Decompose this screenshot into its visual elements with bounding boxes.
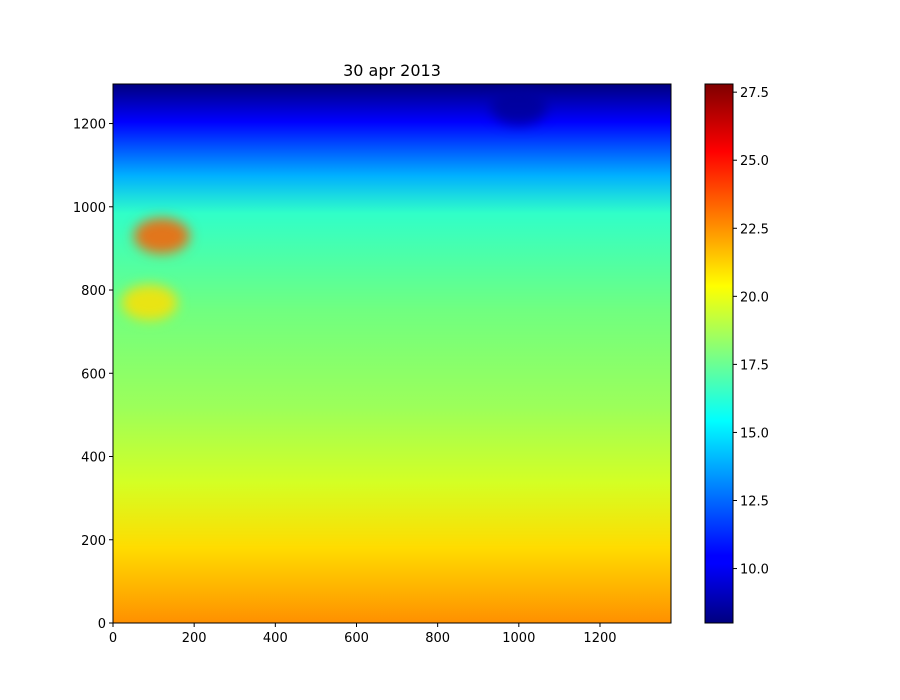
plot-area (113, 84, 671, 623)
y-tick-label: 0 (98, 617, 106, 632)
field-image (113, 84, 671, 623)
colorbar-tick-label: 27.5 (740, 86, 769, 101)
colorbar-ticks: 10.0 12.5 15.0 17.5 20.0 22.5 25.0 27.5 (733, 86, 769, 577)
chart-title: 30 apr 2013 (343, 61, 441, 80)
y-tick-label: 400 (81, 451, 106, 466)
colorbar-tick-label: 20.0 (740, 290, 769, 305)
colorbar-tick-label: 25.0 (740, 154, 769, 169)
colorbar-tick-label: 22.5 (740, 222, 769, 237)
y-tick-label: 800 (81, 284, 106, 299)
x-tick-label: 0 (109, 631, 117, 646)
x-tick-label: 1200 (583, 631, 616, 646)
colorbar-tick-label: 17.5 (740, 358, 769, 373)
x-tick-label: 200 (182, 631, 207, 646)
x-tick-label: 1000 (502, 631, 535, 646)
colorbar: 10.0 12.5 15.0 17.5 20.0 22.5 25.0 27.5 (705, 84, 769, 623)
warm-filament-west (134, 218, 190, 254)
x-tick-label: 400 (263, 631, 288, 646)
y-tick-label: 200 (81, 534, 106, 549)
warm-eddy (122, 285, 178, 321)
cold-core-north (491, 89, 547, 125)
x-tick-label: 800 (425, 631, 450, 646)
x-tick-label: 600 (344, 631, 369, 646)
colorbar-tick-label: 15.0 (740, 426, 769, 441)
x-axis: 0 200 400 600 800 1000 1200 (109, 623, 617, 646)
y-tick-label: 1000 (73, 201, 106, 216)
y-tick-label: 1200 (73, 118, 106, 133)
y-axis: 0 200 400 600 800 1000 1200 (73, 118, 113, 632)
colorbar-tick-label: 10.0 (740, 563, 769, 578)
y-tick-label: 600 (81, 367, 106, 382)
colorbar-gradient (705, 84, 733, 623)
colorbar-tick-label: 12.5 (740, 495, 769, 510)
